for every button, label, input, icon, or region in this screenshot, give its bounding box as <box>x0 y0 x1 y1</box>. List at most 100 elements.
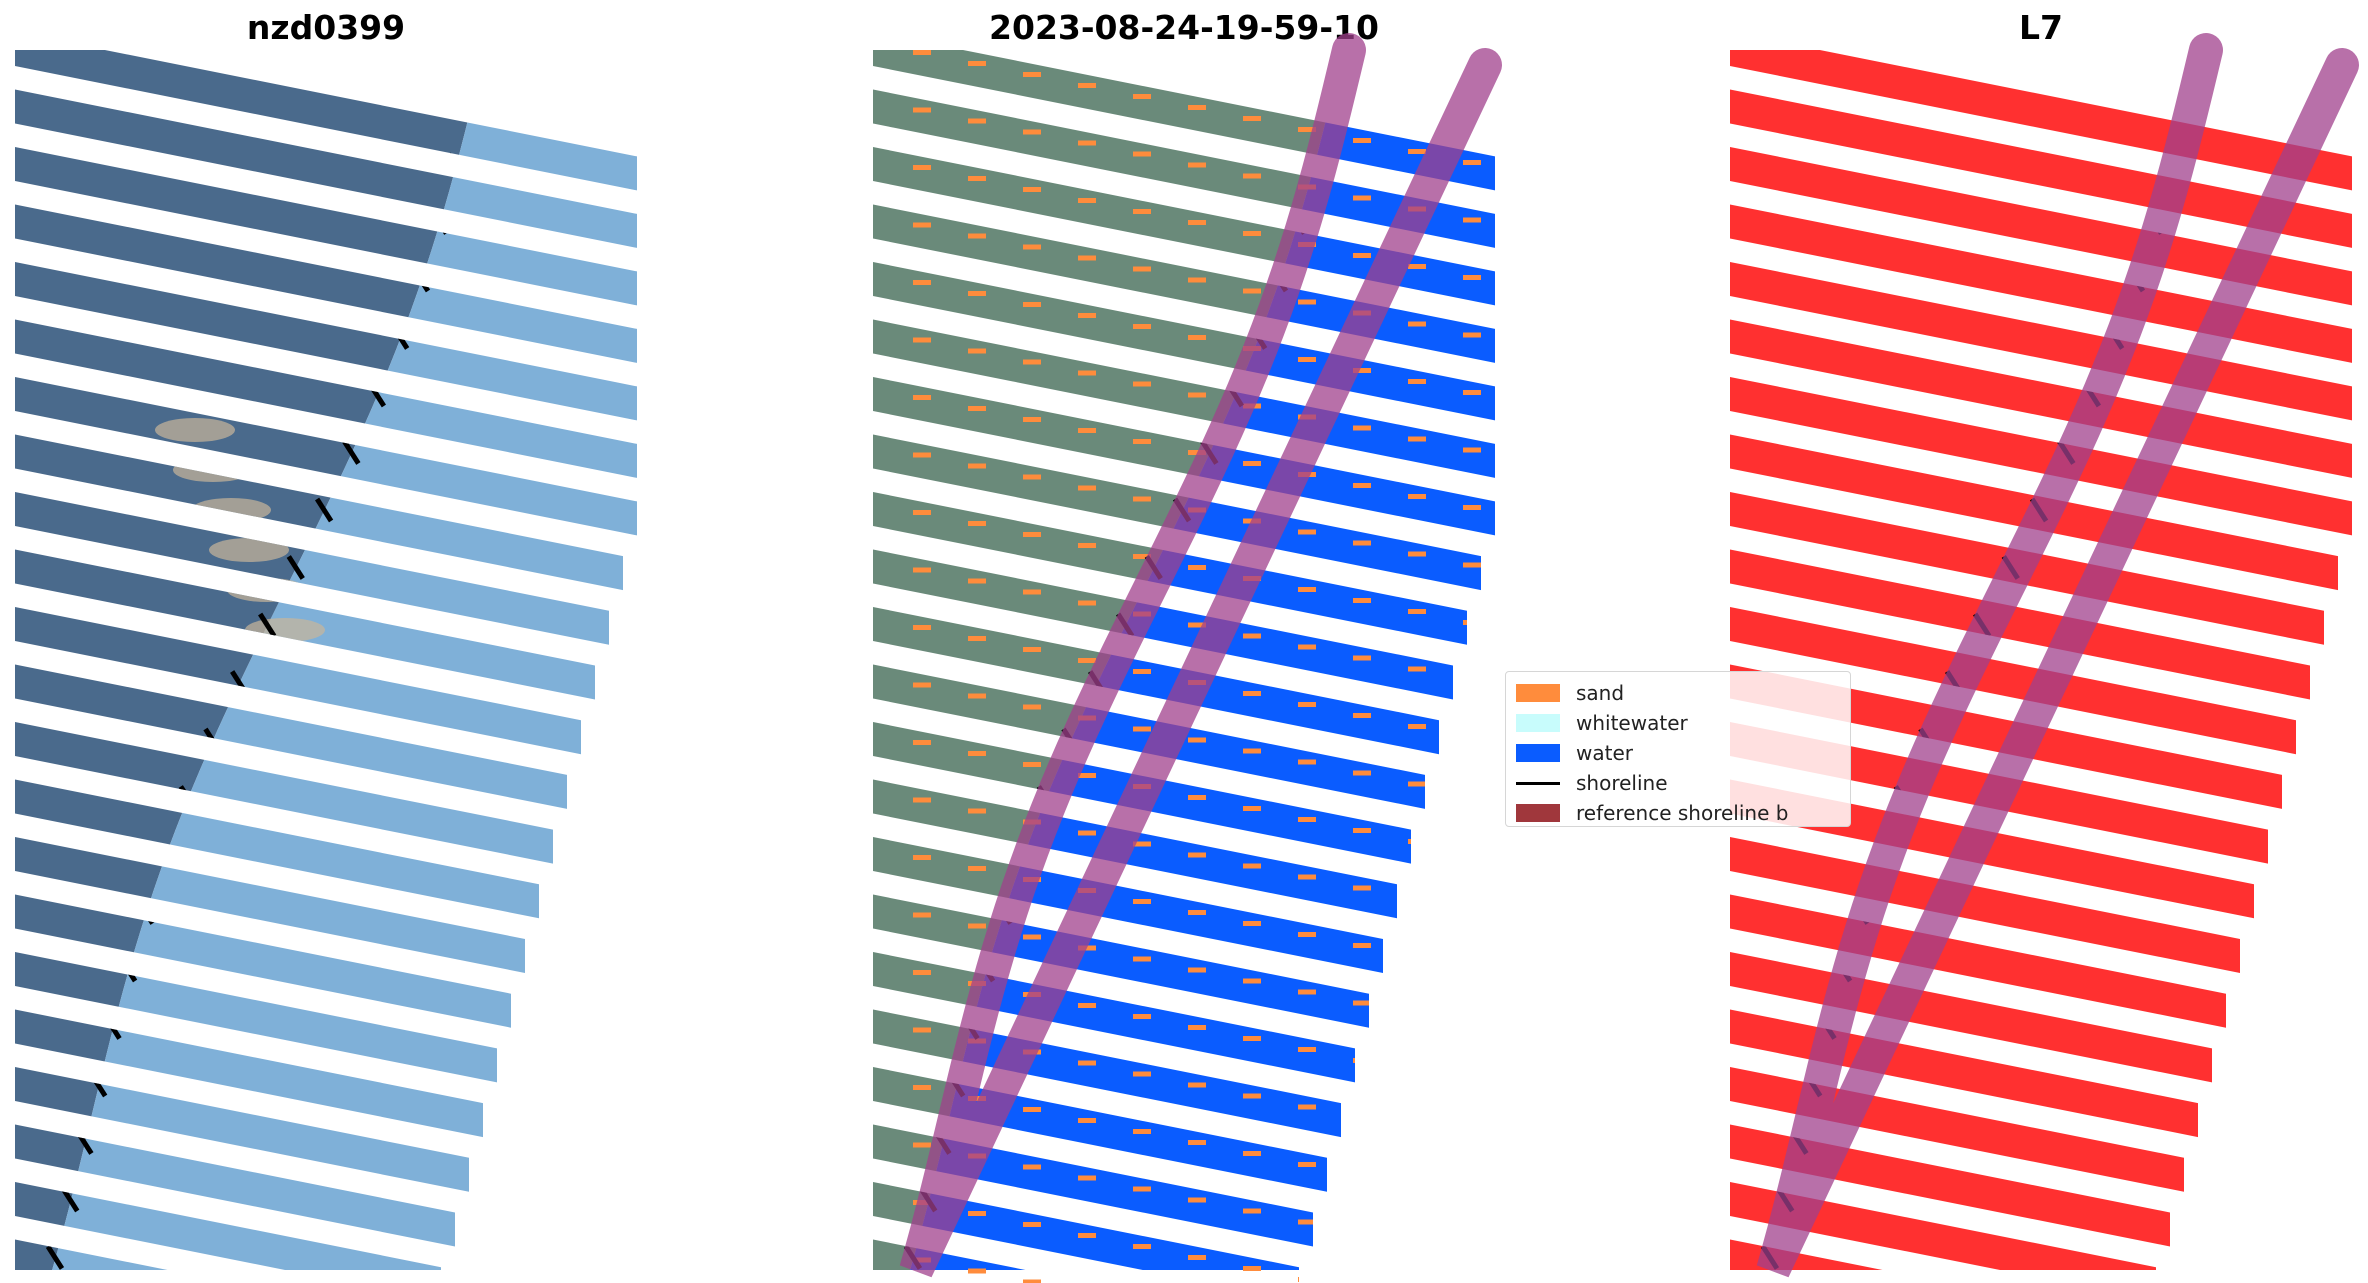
sand-pixels <box>1243 116 1261 121</box>
sand-pixels <box>913 337 931 343</box>
shoreline-segment <box>446 152 465 178</box>
sand-pixels <box>1133 266 1151 272</box>
sand-pixels <box>1298 1219 1316 1225</box>
classified-image-panel <box>873 33 1502 1283</box>
sand-pixels <box>1298 1162 1316 1167</box>
sand-pixels <box>968 291 986 296</box>
sand-pixels <box>968 808 986 814</box>
shoreline-segment <box>342 440 361 465</box>
sand-pixels <box>1243 1151 1261 1156</box>
sand-pixels <box>1298 1047 1316 1052</box>
sand-pixels <box>1023 704 1041 710</box>
sand-pixels <box>1298 932 1316 937</box>
bare-ground-patch <box>155 418 235 442</box>
sand-pixels <box>913 970 931 975</box>
sand-pixels <box>1188 450 1206 455</box>
sand-pixels <box>913 797 931 803</box>
sand-pixels <box>913 625 931 630</box>
legend-item-reference-shoreline: reference shoreline b <box>1516 798 1840 828</box>
sand-pixels <box>1243 1266 1261 1271</box>
sand-pixels <box>1353 828 1371 833</box>
sand-pixels <box>1078 1003 1096 1008</box>
sand-pixels <box>968 578 986 584</box>
sand-pixels <box>1188 1255 1206 1260</box>
sand-pixels <box>1353 885 1371 891</box>
sand-pixels <box>1243 806 1261 811</box>
sand-pixels <box>1298 529 1316 535</box>
sand-pixels <box>1298 874 1316 880</box>
sand-pixels <box>1023 532 1041 537</box>
sand-pixels <box>1298 1104 1316 1110</box>
sand-pixels <box>1463 275 1481 280</box>
sand-pixels <box>1078 1118 1096 1123</box>
sand-pixels <box>1353 425 1371 431</box>
sand-pixels <box>1188 622 1206 628</box>
sand-pixels <box>1133 209 1151 214</box>
sand-pixels <box>1188 1197 1206 1203</box>
sand-pixels <box>913 567 931 573</box>
sand-pixels <box>913 510 931 515</box>
sand-pixels <box>1023 187 1041 192</box>
sand-pixels <box>968 923 986 929</box>
sand-pixels <box>1188 392 1206 398</box>
sand-pixels <box>1353 483 1371 488</box>
sand-pixels <box>1353 253 1371 258</box>
sand-pixels <box>913 107 931 113</box>
sand-pixels <box>1023 647 1041 652</box>
sand-pixels <box>1133 956 1151 962</box>
legend-label: shoreline <box>1576 771 1668 795</box>
sand-pixels <box>1133 151 1151 157</box>
sand-pixels <box>1408 609 1426 614</box>
sand-pixels <box>1463 562 1481 568</box>
bare-ground-patch <box>245 618 325 642</box>
sand-pixels <box>1408 724 1426 729</box>
shoreline-segment <box>430 210 449 235</box>
bare-ground-patch <box>227 578 307 602</box>
sand-pixels <box>1408 839 1426 844</box>
sand-pixels <box>1353 138 1371 143</box>
sand-pixels <box>968 61 986 66</box>
sand-pixels <box>968 636 986 641</box>
sand-pixels <box>1353 598 1371 603</box>
sand-pixels <box>1078 313 1096 318</box>
sand-pixels <box>1243 231 1261 236</box>
sand-pixels <box>1078 1233 1096 1238</box>
panel-title-3: L7 <box>2019 8 2063 47</box>
bare-ground-patch <box>191 498 271 522</box>
sand-pixels <box>1408 321 1426 327</box>
sand-pixels <box>1023 474 1041 480</box>
sand-pixels <box>1353 1000 1371 1006</box>
sand-pixels <box>1298 817 1316 822</box>
sand-pixels <box>1243 461 1261 466</box>
sand-pixels <box>1188 910 1206 915</box>
sand-pixels <box>1243 691 1261 696</box>
sand-pixels <box>1078 198 1096 203</box>
sand-pixels <box>1023 417 1041 422</box>
legend: sand whitewater water shoreline referenc… <box>1505 671 1851 827</box>
sand-pixels <box>968 348 986 354</box>
sand-pixels <box>913 452 931 458</box>
sand-pixels <box>1298 989 1316 995</box>
sand-pixels <box>1243 173 1261 179</box>
shoreline-segment <box>461 95 480 120</box>
sand-pixels <box>1243 748 1261 754</box>
sand-pixels <box>1078 140 1096 146</box>
sand-pixels <box>968 1211 986 1216</box>
sand-pixels <box>1078 543 1096 548</box>
sand-pixels <box>1408 781 1426 787</box>
sand-pixels <box>1078 945 1096 951</box>
sand-pixels <box>1133 1244 1151 1249</box>
sand-pixels <box>1188 220 1206 225</box>
sand-pixels <box>1188 162 1206 168</box>
shoreline-segment <box>45 1245 65 1270</box>
sand-pixels <box>1133 841 1151 847</box>
shoreline-line-swatch <box>1516 781 1560 785</box>
sand-pixels <box>1408 666 1426 672</box>
sand-pixels <box>1298 759 1316 765</box>
sand-pixels <box>1023 72 1041 77</box>
sand-pixels <box>1078 255 1096 261</box>
mask-image-panel <box>1730 33 2359 1278</box>
sand-pixels <box>1243 1093 1261 1099</box>
sand-pixels <box>968 406 986 411</box>
sand-pixels <box>1078 1175 1096 1181</box>
